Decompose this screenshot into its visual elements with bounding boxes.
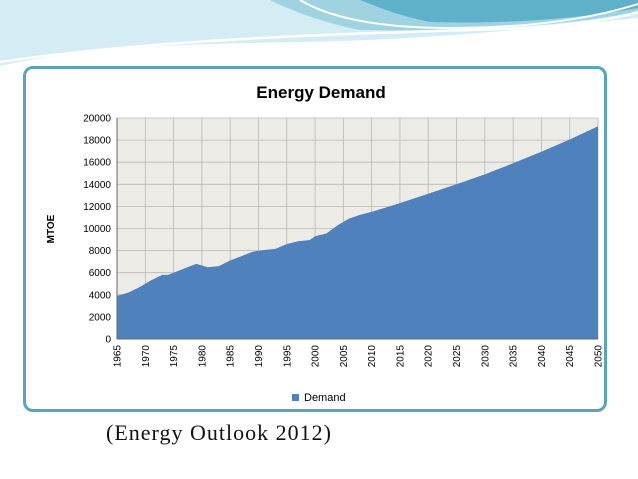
slide-header-decoration xyxy=(0,0,638,66)
x-tick-label: 2020 xyxy=(424,345,435,368)
header-wave-dark xyxy=(360,0,638,23)
y-tick-label: 12000 xyxy=(83,202,111,213)
x-tick-label: 2010 xyxy=(367,345,378,368)
x-tick-label: 2015 xyxy=(395,345,406,368)
y-tick-label: 0 xyxy=(105,335,111,346)
x-tick-label: 2005 xyxy=(339,345,350,368)
legend-swatch xyxy=(292,394,299,401)
y-tick-label: 8000 xyxy=(89,246,112,257)
x-tick-label: 1965 xyxy=(113,345,124,368)
x-tick-labels: 1965 1970 1975 1980 1985 1990 1995 2000 2005 2010… xyxy=(113,345,605,368)
x-tick-label: 1970 xyxy=(141,345,152,368)
chart-title: Energy Demand xyxy=(256,83,385,102)
x-tick-label: 2030 xyxy=(480,345,491,368)
y-tick-label: 10000 xyxy=(83,224,111,235)
x-tick-label: 1985 xyxy=(226,345,237,368)
x-tick-label: 1980 xyxy=(197,345,208,368)
x-tick-label: 1975 xyxy=(169,345,180,368)
x-tick-label: 2000 xyxy=(311,345,322,368)
energy-demand-chart: Energy Demand 0 2000 4000 6000 8000 10000 1200… xyxy=(46,83,605,404)
chart-frame: Energy Demand 0 2000 4000 6000 8000 10000 1200… xyxy=(23,66,607,412)
y-tick-label: 20000 xyxy=(83,114,111,125)
y-tick-label: 14000 xyxy=(83,180,111,191)
y-tick-label: 4000 xyxy=(89,290,112,301)
legend-label: Demand xyxy=(304,392,346,404)
x-tick-label: 1995 xyxy=(282,345,293,368)
y-tick-label: 2000 xyxy=(89,312,112,323)
demand-area xyxy=(117,126,598,339)
y-axis-label: MTOE xyxy=(46,214,57,243)
y-tick-labels: 0 2000 4000 6000 8000 10000 12000 14000 16000 180… xyxy=(83,114,111,346)
x-tick-label: 2025 xyxy=(452,345,463,368)
x-tick-label: 2050 xyxy=(594,345,605,368)
y-tick-label: 16000 xyxy=(83,158,111,169)
y-tick-label: 18000 xyxy=(83,136,111,147)
header-white-swoosh xyxy=(0,10,638,64)
y-tick-label: 6000 xyxy=(89,268,112,279)
x-tick-label: 2045 xyxy=(565,345,576,368)
x-tick-label: 2040 xyxy=(537,345,548,368)
header-white-swoosh-2 xyxy=(299,0,638,30)
x-tick-label: 1990 xyxy=(254,345,265,368)
source-caption: (Energy Outlook 2012) xyxy=(106,420,332,445)
x-tick-label: 2035 xyxy=(509,345,520,368)
